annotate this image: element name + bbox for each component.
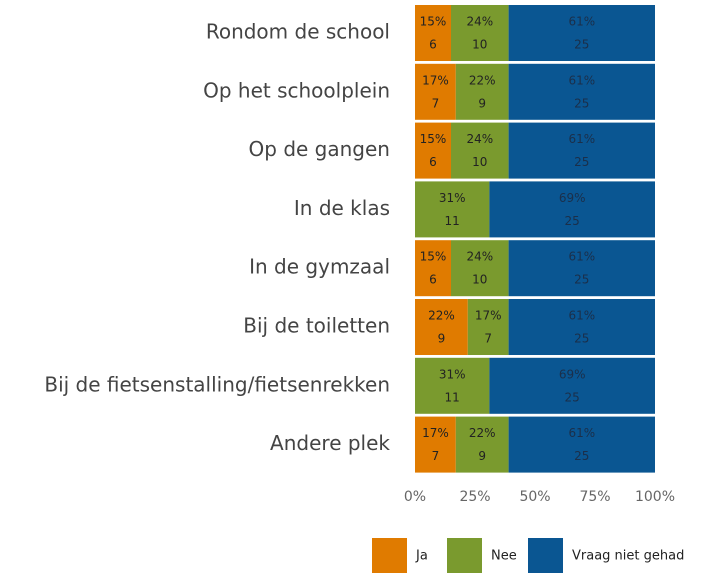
count-label: 7 <box>484 332 492 346</box>
legend-swatch <box>447 538 482 573</box>
count-label: 25 <box>574 449 589 463</box>
bar-segment <box>451 5 509 61</box>
value-label: 24% <box>466 250 493 264</box>
value-label: 22% <box>469 426 496 440</box>
count-label: 7 <box>432 449 440 463</box>
count-label: 25 <box>574 155 589 169</box>
x-tick-label: 0% <box>404 489 426 505</box>
value-label: 15% <box>420 132 447 146</box>
bar-segment <box>455 63 509 120</box>
count-label: 10 <box>472 155 487 169</box>
x-tick-label: 50% <box>519 489 550 505</box>
bar-segment <box>415 416 456 473</box>
count-label: 10 <box>472 38 487 52</box>
count-label: 25 <box>574 38 589 52</box>
count-label: 25 <box>574 332 589 346</box>
value-label: 31% <box>439 367 466 381</box>
bar-segment <box>415 122 451 179</box>
value-label: 61% <box>568 132 595 146</box>
bar-segment <box>415 240 451 297</box>
count-label: 6 <box>429 273 437 287</box>
legend-swatch <box>528 538 563 573</box>
value-label: 61% <box>568 73 595 87</box>
bar-segment <box>508 416 655 473</box>
bar-segment <box>415 63 456 120</box>
value-label: 22% <box>428 309 455 323</box>
value-label: 31% <box>439 191 466 205</box>
x-tick-label: 100% <box>635 489 675 505</box>
value-label: 24% <box>466 132 493 146</box>
count-label: 11 <box>445 390 460 404</box>
bar-segment <box>415 299 468 355</box>
category-label: Op het schoolplein <box>203 78 390 102</box>
bar-segment <box>415 5 451 61</box>
bar-segment <box>508 5 655 61</box>
bar-segment <box>451 240 509 297</box>
value-label: 61% <box>568 15 595 29</box>
value-label: 22% <box>469 73 496 87</box>
count-label: 10 <box>472 273 487 287</box>
count-label: 9 <box>478 449 486 463</box>
bar-segment <box>508 240 655 297</box>
value-label: 15% <box>420 15 447 29</box>
category-label: Op de gangen <box>249 137 390 161</box>
category-label: Bij de toiletten <box>243 314 390 338</box>
count-label: 6 <box>429 38 437 52</box>
category-label: In de klas <box>294 196 390 220</box>
bar-segment <box>415 181 490 238</box>
value-label: 17% <box>475 309 502 323</box>
value-label: 69% <box>559 367 586 381</box>
category-label: Bij de fietsenstalling/fietsenrekken <box>44 372 390 396</box>
value-label: 17% <box>422 73 449 87</box>
category-label: In de gymzaal <box>249 255 390 279</box>
value-label: 17% <box>422 426 449 440</box>
bar-segment <box>415 357 490 414</box>
category-label: Andere plek <box>270 431 390 455</box>
count-label: 25 <box>574 96 589 110</box>
legend-label: Ja <box>415 549 428 564</box>
bar-segment <box>455 416 509 473</box>
count-label: 6 <box>429 155 437 169</box>
bar-segment <box>508 63 655 120</box>
count-label: 25 <box>565 390 580 404</box>
bar-segment <box>489 357 655 414</box>
count-label: 9 <box>478 96 486 110</box>
value-label: 61% <box>568 250 595 264</box>
legend-label: Nee <box>491 549 517 564</box>
legend-swatch <box>372 538 407 573</box>
value-label: 24% <box>466 15 493 29</box>
count-label: 25 <box>565 214 580 228</box>
bar-segment <box>508 122 655 179</box>
x-tick-label: 25% <box>459 489 490 505</box>
value-label: 61% <box>568 309 595 323</box>
bar-segment <box>467 299 509 355</box>
count-label: 25 <box>574 273 589 287</box>
bar-segment <box>451 122 509 179</box>
value-label: 61% <box>568 426 595 440</box>
x-tick-label: 75% <box>579 489 610 505</box>
category-label: Rondom de school <box>206 20 390 44</box>
value-label: 69% <box>559 191 586 205</box>
bar-segment <box>508 299 655 355</box>
count-label: 11 <box>445 214 460 228</box>
count-label: 9 <box>438 332 446 346</box>
count-label: 7 <box>432 96 440 110</box>
legend-label: Vraag niet gehad <box>572 549 684 564</box>
value-label: 15% <box>420 250 447 264</box>
bar-segment <box>489 181 655 238</box>
